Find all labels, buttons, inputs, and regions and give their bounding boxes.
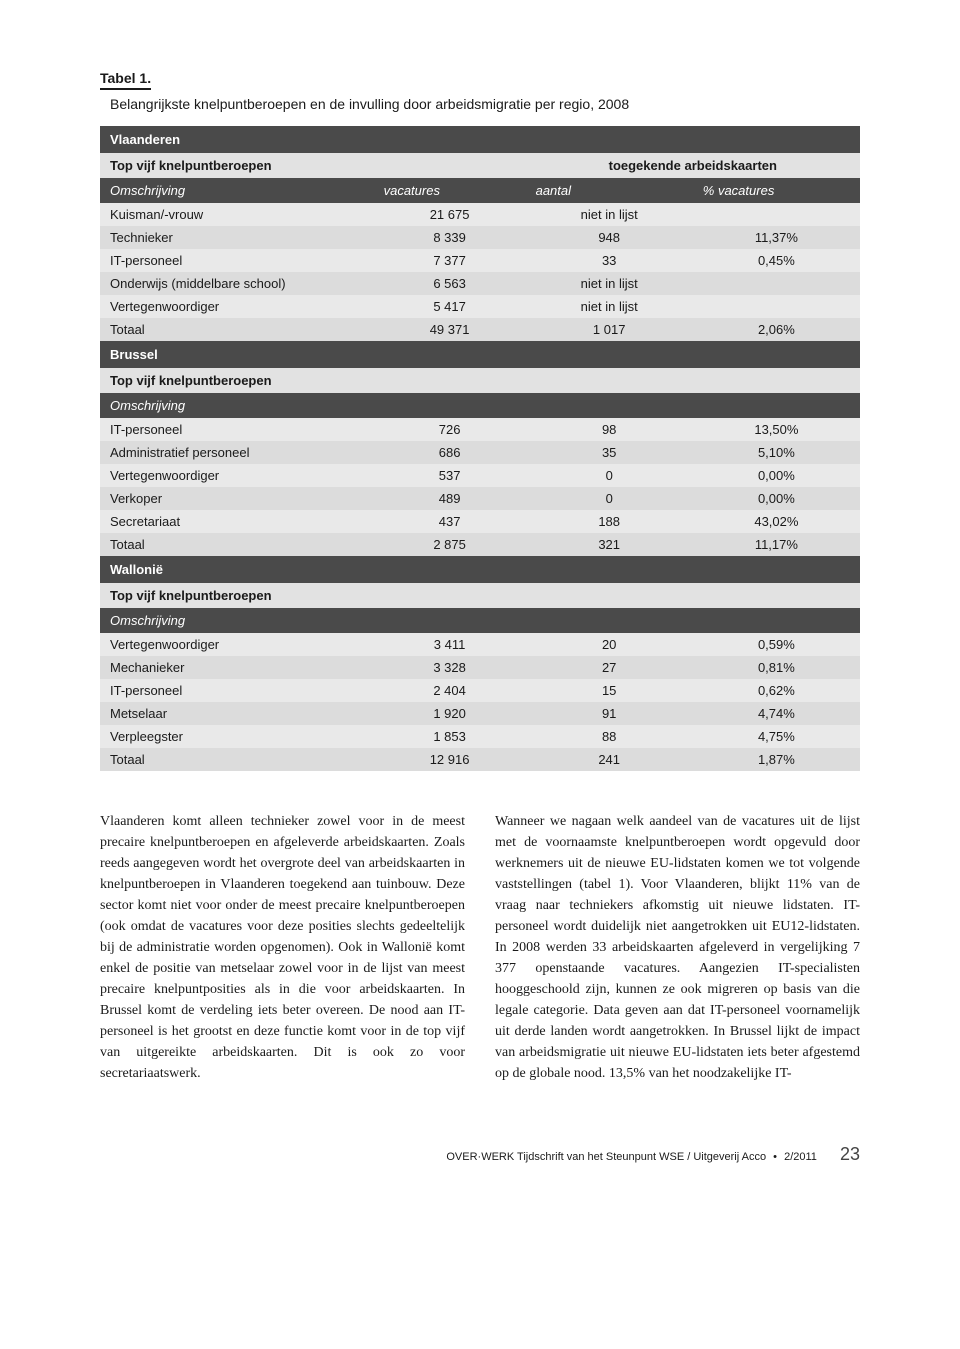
table-cell-vac: 489	[374, 487, 526, 510]
table-cell-vac: 2 875	[374, 533, 526, 556]
top-label: Top vijf knelpuntberoepen	[100, 583, 374, 608]
table-cell-num: niet in lijst	[526, 295, 693, 318]
table-cell-desc: IT-personeel	[100, 418, 374, 441]
table-cell-vac: 5 417	[374, 295, 526, 318]
table-cell-pct: 0,62%	[693, 679, 860, 702]
table-cell-desc: Onderwijs (middelbare school)	[100, 272, 374, 295]
table-cell-pct: 0,45%	[693, 249, 860, 272]
region-header: Vlaanderen	[100, 126, 860, 153]
table-cell-pct	[693, 295, 860, 318]
table-cell-vac: 21 675	[374, 203, 526, 226]
toegekende-header: toegekende arbeidskaarten	[526, 153, 860, 178]
table-cell-num: 27	[526, 656, 693, 679]
table-cell-pct	[693, 203, 860, 226]
table-cell-num: 35	[526, 441, 693, 464]
table-cell-vac: 6 563	[374, 272, 526, 295]
page-number: 23	[840, 1144, 860, 1164]
table-cell-vac: 2 404	[374, 679, 526, 702]
table-cell-pct: 0,00%	[693, 487, 860, 510]
table-caption: Belangrijkste knelpuntberoepen en de inv…	[110, 96, 860, 112]
col-header-pct: % vacatures	[693, 178, 860, 203]
table-cell-num: niet in lijst	[526, 272, 693, 295]
region-header: Brussel	[100, 341, 860, 368]
table-cell-vac: 3 328	[374, 656, 526, 679]
table-cell-pct	[693, 272, 860, 295]
table-cell-pct: 0,81%	[693, 656, 860, 679]
footer-separator-icon: •	[773, 1151, 777, 1163]
table-cell-vac: 686	[374, 441, 526, 464]
table-cell-desc: Vertegenwoordiger	[100, 464, 374, 487]
page-footer: OVER·WERK Tijdschrift van het Steunpunt …	[100, 1144, 860, 1165]
col-header-aantal: aantal	[526, 178, 693, 203]
footer-journal: OVER·WERK Tijdschrift van het Steunpunt …	[446, 1151, 766, 1163]
table-cell-pct: 0,00%	[693, 464, 860, 487]
region-header: Wallonië	[100, 556, 860, 583]
col-header-omschrijving: Omschrijving	[100, 178, 374, 203]
table-cell-vac: 8 339	[374, 226, 526, 249]
table-cell-vac: 49 371	[374, 318, 526, 341]
table-cell-vac: 726	[374, 418, 526, 441]
table-cell-pct: 11,17%	[693, 533, 860, 556]
table-cell-num: 188	[526, 510, 693, 533]
table-cell-desc: Technieker	[100, 226, 374, 249]
table-cell-desc: Verpleegster	[100, 725, 374, 748]
data-table: VlaanderenTop vijf knelpuntberoepentoege…	[100, 126, 860, 771]
table-cell-pct: 11,37%	[693, 226, 860, 249]
table-cell-num: 241	[526, 748, 693, 771]
table-cell-pct: 4,75%	[693, 725, 860, 748]
table-cell-vac: 12 916	[374, 748, 526, 771]
empty-cell	[374, 153, 526, 178]
table-cell-num: 948	[526, 226, 693, 249]
table-cell-desc: Verkoper	[100, 487, 374, 510]
table-cell-pct: 43,02%	[693, 510, 860, 533]
table-cell-pct: 0,59%	[693, 633, 860, 656]
table-cell-num: 15	[526, 679, 693, 702]
footer-issue: 2/2011	[784, 1151, 817, 1163]
table-cell-desc: Vertegenwoordiger	[100, 633, 374, 656]
table-cell-pct: 1,87%	[693, 748, 860, 771]
table-cell-desc: Mechanieker	[100, 656, 374, 679]
table-cell-vac: 1 920	[374, 702, 526, 725]
top-label: Top vijf knelpuntberoepen	[100, 368, 374, 393]
table-cell-desc: Totaal	[100, 318, 374, 341]
body-text-columns: Vlaanderen komt alleen technieker zowel …	[100, 811, 860, 1084]
table-cell-desc: Administratief personeel	[100, 441, 374, 464]
col-header-omschrijving: Omschrijving	[100, 608, 374, 633]
table-cell-num: 88	[526, 725, 693, 748]
table-cell-desc: Secretariaat	[100, 510, 374, 533]
table-number: Tabel 1.	[100, 70, 151, 90]
table-cell-num: 33	[526, 249, 693, 272]
table-cell-vac: 1 853	[374, 725, 526, 748]
body-col-right: Wanneer we nagaan welk aandeel van de va…	[495, 811, 860, 1084]
table-cell-num: 321	[526, 533, 693, 556]
table-cell-pct: 5,10%	[693, 441, 860, 464]
table-cell-desc: Totaal	[100, 533, 374, 556]
table-cell-desc: IT-personeel	[100, 249, 374, 272]
table-cell-desc: Metselaar	[100, 702, 374, 725]
table-cell-vac: 537	[374, 464, 526, 487]
col-header-vacatures: vacatures	[374, 178, 526, 203]
table-cell-pct: 13,50%	[693, 418, 860, 441]
col-header-omschrijving: Omschrijving	[100, 393, 374, 418]
table-cell-num: 0	[526, 464, 693, 487]
table-cell-desc: Totaal	[100, 748, 374, 771]
table-cell-pct: 2,06%	[693, 318, 860, 341]
table-cell-num: 1 017	[526, 318, 693, 341]
table-cell-desc: IT-personeel	[100, 679, 374, 702]
body-col-left: Vlaanderen komt alleen technieker zowel …	[100, 811, 465, 1084]
table-cell-pct: 4,74%	[693, 702, 860, 725]
table-cell-num: 0	[526, 487, 693, 510]
top-label: Top vijf knelpuntberoepen	[100, 153, 374, 178]
table-cell-num: 91	[526, 702, 693, 725]
table-cell-desc: Vertegenwoordiger	[100, 295, 374, 318]
table-cell-vac: 3 411	[374, 633, 526, 656]
table-cell-desc: Kuisman/-vrouw	[100, 203, 374, 226]
table-cell-num: 20	[526, 633, 693, 656]
table-cell-vac: 437	[374, 510, 526, 533]
table-cell-vac: 7 377	[374, 249, 526, 272]
table-cell-num: niet in lijst	[526, 203, 693, 226]
table-cell-num: 98	[526, 418, 693, 441]
